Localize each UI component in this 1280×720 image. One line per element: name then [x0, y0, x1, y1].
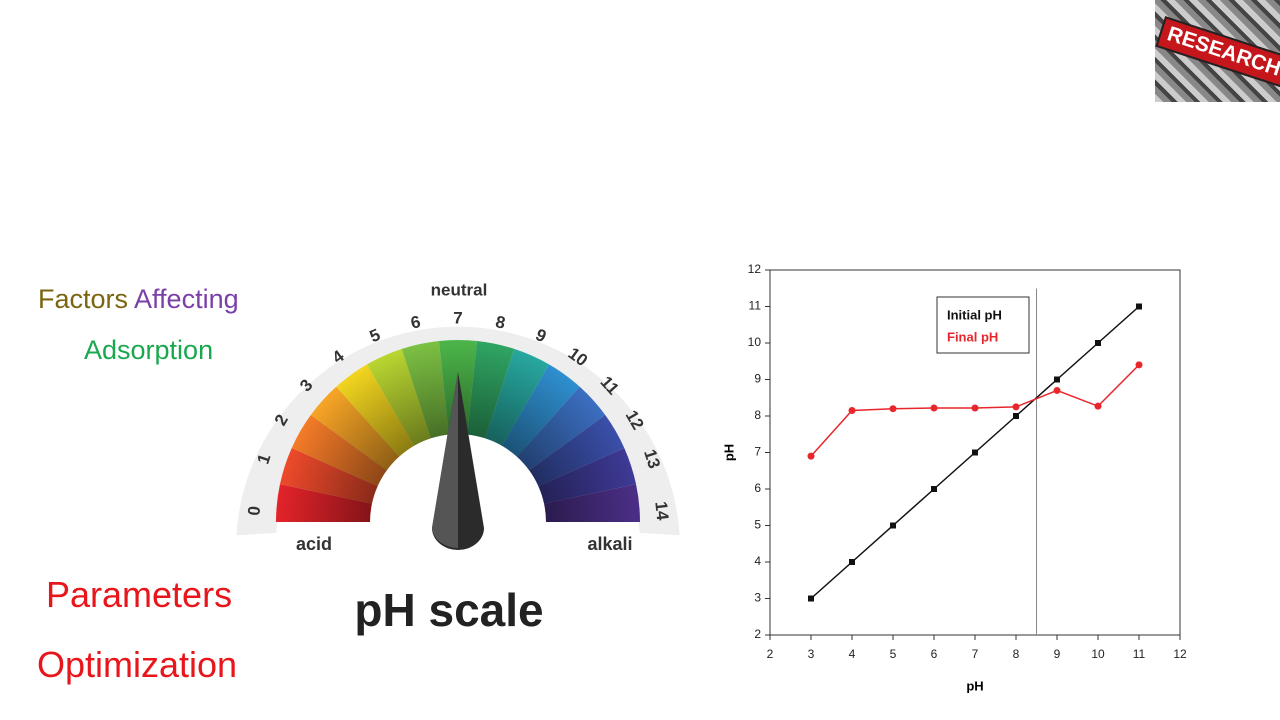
y-tick-label: 7 [754, 445, 761, 459]
y-tick-label: 3 [754, 591, 761, 605]
gauge-caption: pH scale [354, 584, 543, 636]
y-tick-label: 4 [754, 554, 761, 568]
y-tick-label: 10 [748, 335, 762, 349]
y-tick-label: 2 [754, 627, 761, 641]
point [1094, 402, 1102, 410]
x-tick-label: 9 [1054, 647, 1061, 661]
y-axis-label: pH [721, 444, 736, 461]
gauge-number: 5 [367, 325, 383, 346]
x-tick-label: 10 [1091, 647, 1105, 661]
point [930, 404, 938, 412]
y-tick-label: 9 [754, 372, 761, 386]
gauge-number: 14 [651, 500, 672, 521]
x-tick-label: 5 [890, 647, 897, 661]
y-tick-label: 6 [754, 481, 761, 495]
x-tick-label: 8 [1013, 647, 1020, 661]
point [1135, 361, 1143, 369]
factors-line-2: Adsorption [84, 335, 213, 366]
legend-box [936, 296, 1030, 354]
point [808, 595, 814, 602]
x-tick-label: 12 [1173, 647, 1187, 661]
x-tick-label: 7 [972, 647, 979, 661]
gauge-alkali: alkali [587, 534, 632, 554]
factors-line-1: Factors Affecting [38, 284, 239, 315]
x-tick-label: 3 [808, 647, 815, 661]
point [972, 449, 978, 456]
gauge-number: 0 [244, 505, 264, 516]
title-word: Affecting [134, 284, 239, 314]
gauge-number: 13 [640, 447, 664, 471]
gauge-number: 9 [533, 325, 549, 346]
y-tick-label: 5 [754, 518, 761, 532]
y-tick-label: 12 [748, 262, 762, 276]
legend-entry: Initial pH [947, 307, 1002, 322]
x-tick-label: 4 [849, 647, 856, 661]
point [1013, 413, 1019, 419]
gauge-number: 7 [453, 308, 462, 327]
needle-light [432, 372, 458, 549]
title-word: Factors [38, 284, 135, 314]
y-tick-label: 11 [749, 299, 762, 313]
point [931, 486, 937, 492]
point [1095, 340, 1101, 346]
legend-entry: Final pH [947, 329, 998, 344]
point [1054, 376, 1060, 383]
point [890, 522, 896, 529]
point [849, 559, 855, 565]
x-axis-label: pH [966, 678, 983, 693]
optimization: Optimization [37, 644, 238, 685]
point [1053, 386, 1061, 394]
x-tick-label: 11 [1133, 647, 1146, 661]
gauge-number: 8 [494, 312, 507, 333]
gauge-number: 6 [409, 312, 422, 333]
parameters: Parameters [46, 574, 233, 615]
research-image: RESEARCH [1155, 0, 1280, 102]
gauge-acid: acid [296, 534, 332, 554]
point [889, 405, 897, 413]
point [807, 452, 815, 460]
title-word: Adsorption [84, 335, 214, 365]
point [1012, 403, 1020, 411]
y-tick-label: 8 [754, 408, 761, 422]
point [848, 407, 856, 415]
point [1136, 303, 1142, 310]
gauge-neutral: neutral [431, 280, 488, 299]
x-tick-label: 2 [767, 647, 774, 661]
x-tick-label: 6 [931, 647, 938, 661]
point [971, 404, 979, 412]
